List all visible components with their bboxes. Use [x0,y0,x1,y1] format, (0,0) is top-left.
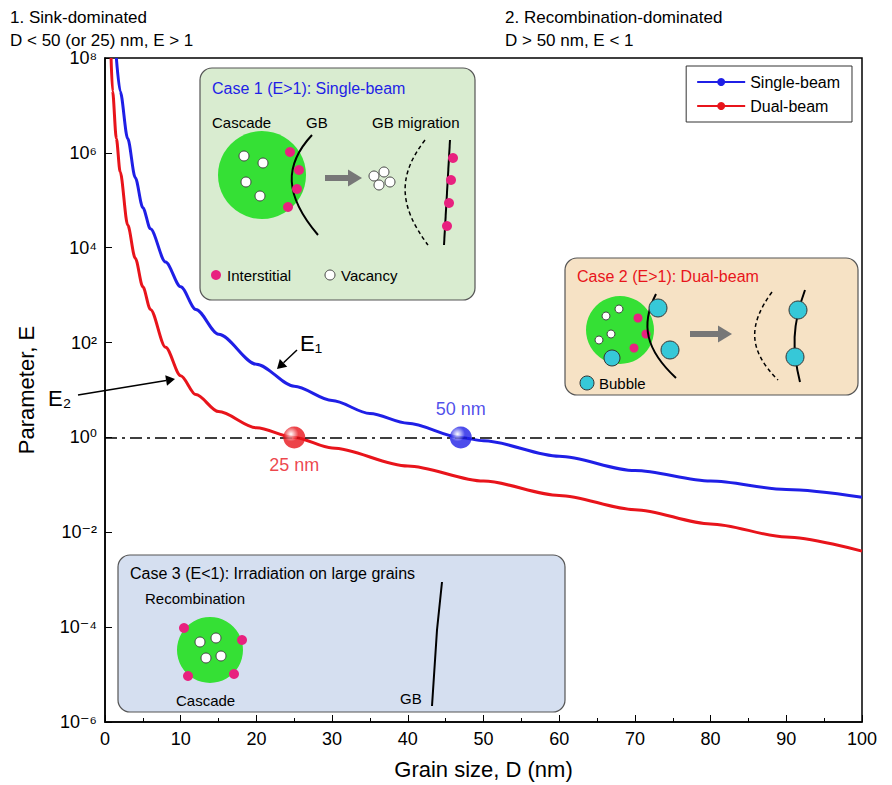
svg-text:100: 100 [847,729,877,749]
svg-text:10⁰: 10⁰ [70,427,97,447]
svg-text:20: 20 [246,729,266,749]
svg-text:Case 2 (E>1): Dual-beam: Case 2 (E>1): Dual-beam [577,268,759,285]
svg-text:10: 10 [171,729,191,749]
svg-text:D > 50 nm, E < 1: D > 50 nm, E < 1 [505,31,634,50]
svg-text:GB: GB [400,690,422,707]
svg-text:90: 90 [776,729,796,749]
svg-text:Grain size, D (nm): Grain size, D (nm) [394,757,572,782]
svg-text:10⁴: 10⁴ [69,238,97,258]
svg-text:Dual-beam: Dual-beam [750,98,828,115]
svg-text:80: 80 [701,729,721,749]
svg-text:60: 60 [549,729,569,749]
svg-text:40: 40 [398,729,418,749]
svg-text:10⁻⁶: 10⁻⁶ [60,712,97,732]
svg-text:2. Recombination-dominated: 2. Recombination-dominated [505,8,722,27]
svg-text:10⁻⁴: 10⁻⁴ [60,617,97,637]
svg-text:70: 70 [625,729,645,749]
svg-text:10⁶: 10⁶ [70,143,97,163]
svg-text:GB migration: GB migration [372,114,460,131]
svg-text:Case 1 (E>1): Single-beam: Case 1 (E>1): Single-beam [212,80,405,97]
svg-text:D < 50 (or 25) nm, E > 1: D < 50 (or 25) nm, E > 1 [10,31,193,50]
svg-text:Recombination: Recombination [145,590,245,607]
svg-text:Interstitial: Interstitial [227,267,291,284]
svg-text:0: 0 [100,729,110,749]
svg-text:Cascade: Cascade [176,692,235,709]
svg-text:25 nm: 25 nm [269,455,319,475]
svg-text:Cascade: Cascade [212,114,271,131]
svg-text:50: 50 [473,729,493,749]
svg-text:1. Sink-dominated: 1. Sink-dominated [10,8,147,27]
svg-text:Single-beam: Single-beam [750,74,840,91]
svg-text:Parameter, E: Parameter, E [14,326,39,454]
svg-text:Bubble: Bubble [599,375,646,392]
svg-text:10²: 10² [71,333,97,353]
svg-text:E₂: E₂ [48,386,71,411]
svg-text:Vacancy: Vacancy [341,267,398,284]
svg-text:30: 30 [322,729,342,749]
svg-text:Case 3 (E<1): Irradiation on l: Case 3 (E<1): Irradiation on large grain… [130,565,415,582]
svg-text:50 nm: 50 nm [436,399,486,419]
svg-text:10⁻²: 10⁻² [61,522,97,542]
svg-text:E₁: E₁ [300,331,322,356]
svg-text:10⁸: 10⁸ [69,48,97,68]
svg-text:GB: GB [306,114,328,131]
